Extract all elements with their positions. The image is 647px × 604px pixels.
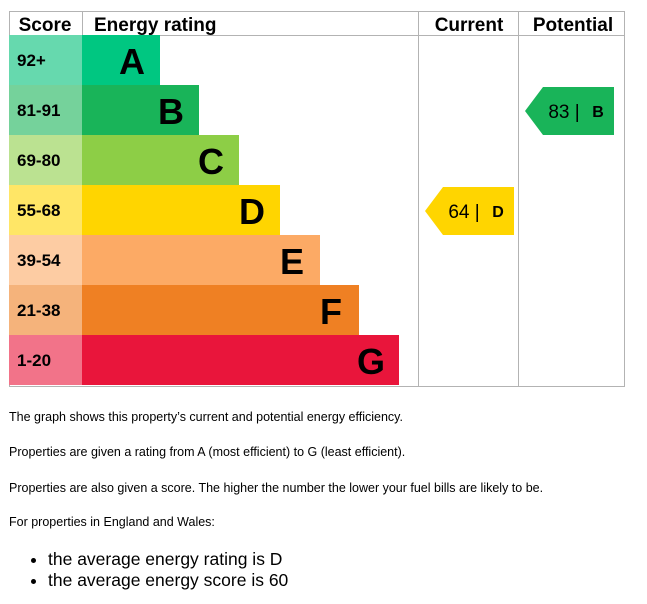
band-bar bbox=[82, 35, 160, 85]
band-letter: G bbox=[357, 341, 385, 382]
band-score-label: 55-68 bbox=[17, 201, 60, 220]
band-score-cell bbox=[9, 85, 82, 135]
intro-paragraph: The graph shows this property’s current … bbox=[9, 410, 403, 424]
band-letter: D bbox=[239, 191, 265, 232]
band-score-cell bbox=[9, 235, 82, 285]
band-score-label: 81-91 bbox=[17, 101, 60, 120]
band-bar bbox=[82, 185, 280, 235]
band-letter: E bbox=[280, 241, 304, 282]
band-e: 39-54 E bbox=[9, 235, 320, 285]
band-g: 1-20 G bbox=[9, 335, 399, 385]
region-note: For properties in England and Wales: bbox=[9, 515, 215, 529]
band-letter: B bbox=[158, 91, 184, 132]
averages-list: the average energy rating is D the avera… bbox=[28, 549, 288, 591]
rating-indicators: 64 | D 83 | B bbox=[425, 87, 614, 235]
band-score-label: 21-38 bbox=[17, 301, 60, 320]
current-indicator-score: 64 | bbox=[448, 202, 479, 223]
band-score-cell bbox=[9, 335, 82, 385]
potential-indicator-score: 83 | bbox=[548, 102, 579, 123]
current-indicator-arrow bbox=[425, 187, 514, 235]
current-indicator: 64 | D bbox=[425, 187, 514, 235]
header-score: Score bbox=[19, 15, 72, 36]
band-bar bbox=[82, 85, 199, 135]
potential-indicator-arrow bbox=[525, 87, 614, 135]
rating-bands: 92+ A 81-91 B 69-80 C 55-68 D 39-54 E 21-38 F 1-20 G bbox=[9, 35, 399, 385]
band-b: 81-91 B bbox=[9, 85, 199, 135]
band-d: 55-68 D bbox=[9, 185, 280, 235]
band-score-label: 1-20 bbox=[17, 351, 51, 370]
band-score-label: 39-54 bbox=[17, 251, 61, 270]
band-letter: A bbox=[119, 41, 145, 82]
score-explanation: Properties are also given a score. The h… bbox=[9, 481, 544, 495]
header-energy-rating: Energy rating bbox=[94, 15, 216, 36]
band-c: 69-80 C bbox=[9, 135, 239, 185]
band-f: 21-38 F bbox=[9, 285, 359, 335]
band-score-label: 69-80 bbox=[17, 151, 60, 170]
potential-indicator: 83 | B bbox=[525, 87, 614, 135]
band-score-cell bbox=[9, 35, 82, 85]
average-score-item: the average energy score is 60 bbox=[48, 570, 288, 591]
average-rating-item: the average energy rating is D bbox=[48, 549, 288, 570]
band-bar bbox=[82, 285, 359, 335]
band-score-cell bbox=[9, 285, 82, 335]
band-bar bbox=[82, 335, 399, 385]
band-a: 92+ A bbox=[9, 35, 160, 85]
chart-header-row: Score Energy rating Current Potential bbox=[19, 15, 614, 36]
header-current: Current bbox=[435, 15, 504, 36]
band-letter: F bbox=[320, 291, 342, 332]
potential-indicator-letter: B bbox=[592, 104, 604, 121]
energy-rating-chart: Score Energy rating Current Potential 92… bbox=[9, 11, 625, 387]
band-bar bbox=[82, 235, 320, 285]
current-indicator-letter: D bbox=[492, 204, 504, 221]
band-score-cell bbox=[9, 135, 82, 185]
band-score-label: 92+ bbox=[17, 51, 46, 70]
rating-explanation: Properties are given a rating from A (mo… bbox=[9, 445, 406, 459]
band-score-cell bbox=[9, 185, 82, 235]
band-bar bbox=[82, 135, 239, 185]
header-potential: Potential bbox=[533, 15, 613, 36]
band-letter: C bbox=[198, 141, 224, 182]
